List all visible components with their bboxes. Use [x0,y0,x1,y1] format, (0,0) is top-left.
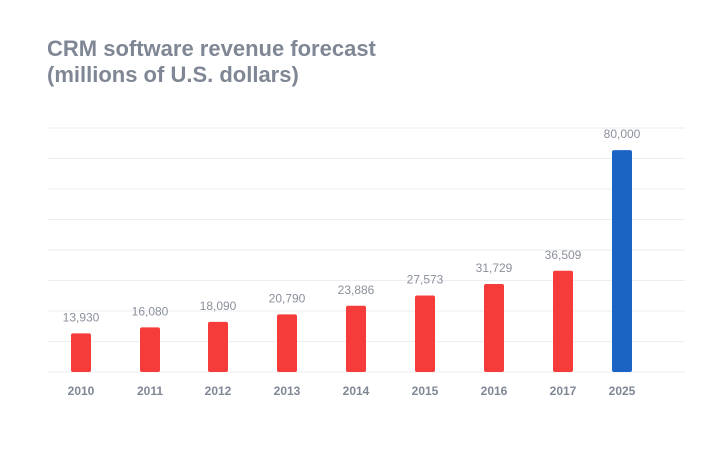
bar-2016 [484,284,504,372]
data-label-2010: 13,930 [63,310,100,324]
chart-title-line-1: CRM software revenue forecast [47,36,376,61]
data-label-2011: 16,080 [132,304,169,318]
bar-2010 [71,333,91,372]
x-tick-2011: 2011 [137,384,163,398]
bar-2017 [553,270,573,372]
x-tick-2016: 2016 [481,384,508,398]
data-label-2014: 23,886 [338,283,375,297]
x-tick-2013: 2013 [274,384,301,398]
data-label-2013: 20,790 [269,291,306,305]
data-label-2016: 31,729 [476,261,513,275]
bar-2014 [346,305,366,372]
x-tick-2012: 2012 [205,384,232,398]
bar-2015 [415,295,435,372]
bar-2025 [612,150,632,372]
chart-title-line-2: (millions of U.S. dollars) [47,62,299,87]
x-tick-2010: 2010 [68,384,95,398]
data-label-2017: 36,509 [545,248,582,262]
x-tick-2014: 2014 [343,384,370,398]
x-tick-2025: 2025 [609,384,636,398]
data-label-2015: 27,573 [407,273,444,287]
data-label-2012: 18,090 [200,299,237,313]
chart-title: CRM software revenue forecast (millions … [47,36,376,88]
bar-2011 [140,327,160,372]
data-label-2025: 80,000 [604,127,641,141]
x-tick-2017: 2017 [550,384,577,398]
bar-2012 [208,321,228,372]
x-tick-2015: 2015 [412,384,439,398]
bar-2013 [277,314,297,372]
